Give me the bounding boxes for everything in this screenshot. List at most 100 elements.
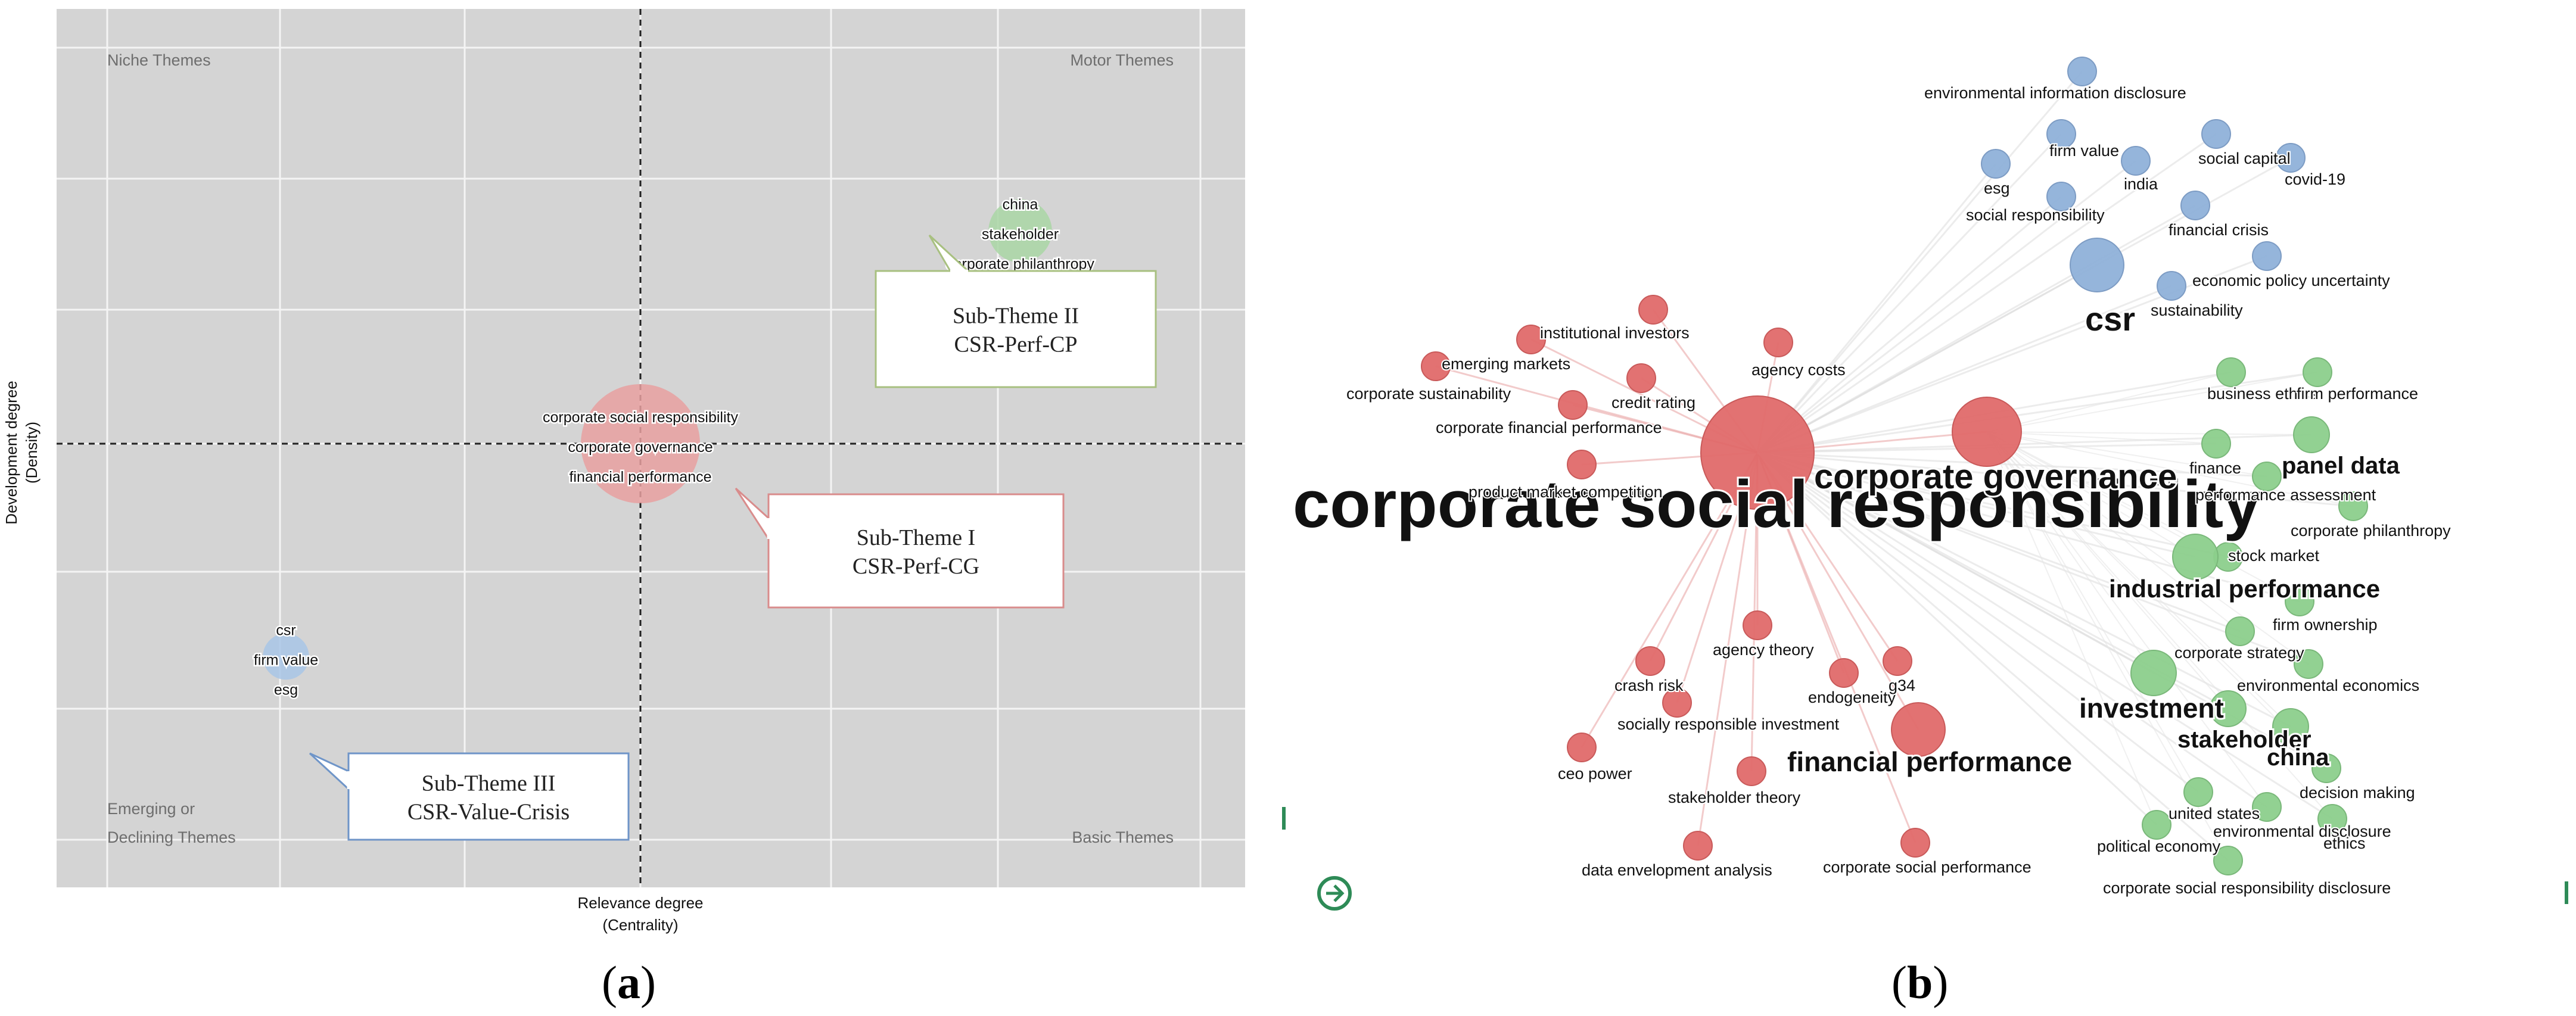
sub-theme-code: CSR-Perf-CG: [853, 554, 979, 579]
network-node-label: environmental information disclosure: [1924, 84, 2186, 102]
network-node: [2272, 708, 2309, 745]
quadrant-label-emerging: Declining Themes: [107, 828, 236, 846]
network-node-label: financial performance: [1787, 746, 2072, 777]
network-node-label: political economy: [2097, 837, 2221, 855]
network-node: [2210, 690, 2247, 727]
network-node: [2157, 271, 2186, 301]
network-node-label: stock market: [2228, 547, 2320, 565]
navigation-icon: [1317, 876, 1352, 911]
network-edge: [1697, 452, 1759, 846]
network-edge: [1986, 431, 2217, 444]
network-node: [2276, 143, 2306, 173]
network-node: [1763, 328, 1793, 357]
network-node: [2285, 587, 2314, 616]
network-node: [1700, 395, 1815, 510]
edge-fragment: [1282, 807, 1286, 830]
network-node: [2293, 416, 2330, 453]
network-edge: [1986, 431, 2157, 825]
network-edge: [1986, 431, 2312, 435]
x-axis-title: Relevance degree: [577, 894, 703, 912]
network-node: [1883, 646, 1912, 676]
cluster-keyword-label: csr: [276, 622, 295, 639]
network-node-label: stakeholder: [2177, 727, 2311, 753]
network-edge: [1757, 285, 2172, 454]
network-node-label: emerging markets: [1442, 355, 1570, 373]
network-node: [2201, 429, 2231, 459]
network-node: [2252, 241, 2282, 271]
cluster-keyword-label: stakeholder: [982, 226, 1059, 243]
network-node-label: corporate strategy: [2174, 644, 2304, 662]
cluster-keyword-label: financial performance: [569, 469, 711, 485]
network-node: [1638, 295, 1668, 325]
network-node-label: esg: [1984, 179, 2010, 197]
network-node-label: firm value: [2049, 142, 2119, 160]
network-node-label: corporate governance: [1814, 457, 2177, 496]
sub-theme-callout-box: [875, 270, 1157, 388]
network-node-label: firm performance: [2297, 385, 2418, 403]
network-node: [1558, 390, 1588, 420]
network-node-label: agency theory: [1713, 641, 1814, 659]
network-node-label: corporate financial performance: [1436, 419, 1662, 437]
network-edge: [1757, 264, 2098, 454]
network-node: [1737, 756, 1766, 786]
quadrant-label-niche: Niche Themes: [107, 51, 211, 69]
network-edge: [1757, 451, 2291, 728]
network-node-label: business ethics: [2207, 385, 2317, 403]
network-node: [2216, 357, 2246, 387]
network-node: [2311, 753, 2341, 783]
network-node: [2294, 649, 2323, 679]
network-node: [1981, 149, 2011, 179]
network-node: [2046, 182, 2076, 211]
network-node-label: firm ownership: [2273, 616, 2378, 634]
co-occurrence-network-chart: corporate social responsibilitycorporate…: [1282, 57, 2568, 911]
network-node: [2252, 462, 2282, 491]
network-node-label: ceo power: [1558, 765, 1632, 783]
network-edge: [1757, 451, 2229, 862]
network-edge: [1986, 431, 2154, 674]
network-edge: [1757, 451, 2354, 507]
network-node: [2180, 191, 2210, 220]
network-node-label: ethics: [2323, 834, 2366, 852]
network-node-label: corporate social responsibility: [1293, 467, 2261, 541]
y-axis-title: Development degree: [2, 381, 20, 524]
network-node-label: corporate social responsibility disclosu…: [2103, 879, 2391, 897]
y-axis-title-sub: (Density): [23, 422, 41, 484]
network-edge: [1986, 431, 2354, 507]
network-node: [1683, 831, 1713, 861]
cluster-bubble: [988, 199, 1052, 263]
thematic-map-panel: Niche Themes Motor Themes Emerging or Decli…: [0, 0, 1275, 1016]
network-node-label: finance: [2189, 459, 2241, 477]
network-node: [2201, 119, 2231, 149]
network-edge: [1757, 451, 2196, 558]
thematic-map-chart: Niche Themes Motor Themes Emerging or Decli…: [2, 9, 1245, 934]
network-node: [1516, 325, 1546, 354]
network-node: [1626, 363, 1656, 393]
network-node: [2303, 357, 2332, 387]
network-node: [1743, 610, 1772, 640]
network-edge: [1986, 431, 2241, 632]
network-node-label: csr: [2085, 300, 2135, 338]
network-edge: [1986, 431, 2309, 665]
callout-pointer: [309, 752, 350, 790]
network-node: [2213, 846, 2243, 875]
network-node: [2338, 491, 2368, 521]
network-edge: [1756, 452, 1917, 843]
sub-theme-title: Sub-Theme I: [857, 525, 975, 550]
network-edge: [1757, 133, 2217, 454]
network-node-label: agency costs: [1751, 361, 1846, 379]
network-edge: [1757, 451, 2333, 820]
network-node-label: china: [2267, 744, 2329, 771]
sub-theme-code: CSR-Perf-CP: [954, 332, 1078, 357]
network-node: [2130, 650, 2177, 696]
callout-pointer: [928, 234, 969, 272]
network-edge: [1757, 451, 2267, 478]
cluster-keyword-label: china: [1003, 197, 1038, 213]
network-node-label: united states: [2169, 805, 2260, 822]
network-node-label: crash risk: [1614, 677, 1684, 694]
cluster-keyword-label: firm value: [254, 652, 318, 669]
quadrant-label-emerging: Emerging or: [107, 800, 195, 818]
network-node-label: financial crisis: [2169, 221, 2269, 239]
network-node: [2172, 534, 2219, 580]
network-node: [2067, 57, 2097, 86]
network-edge: [1986, 372, 2232, 432]
